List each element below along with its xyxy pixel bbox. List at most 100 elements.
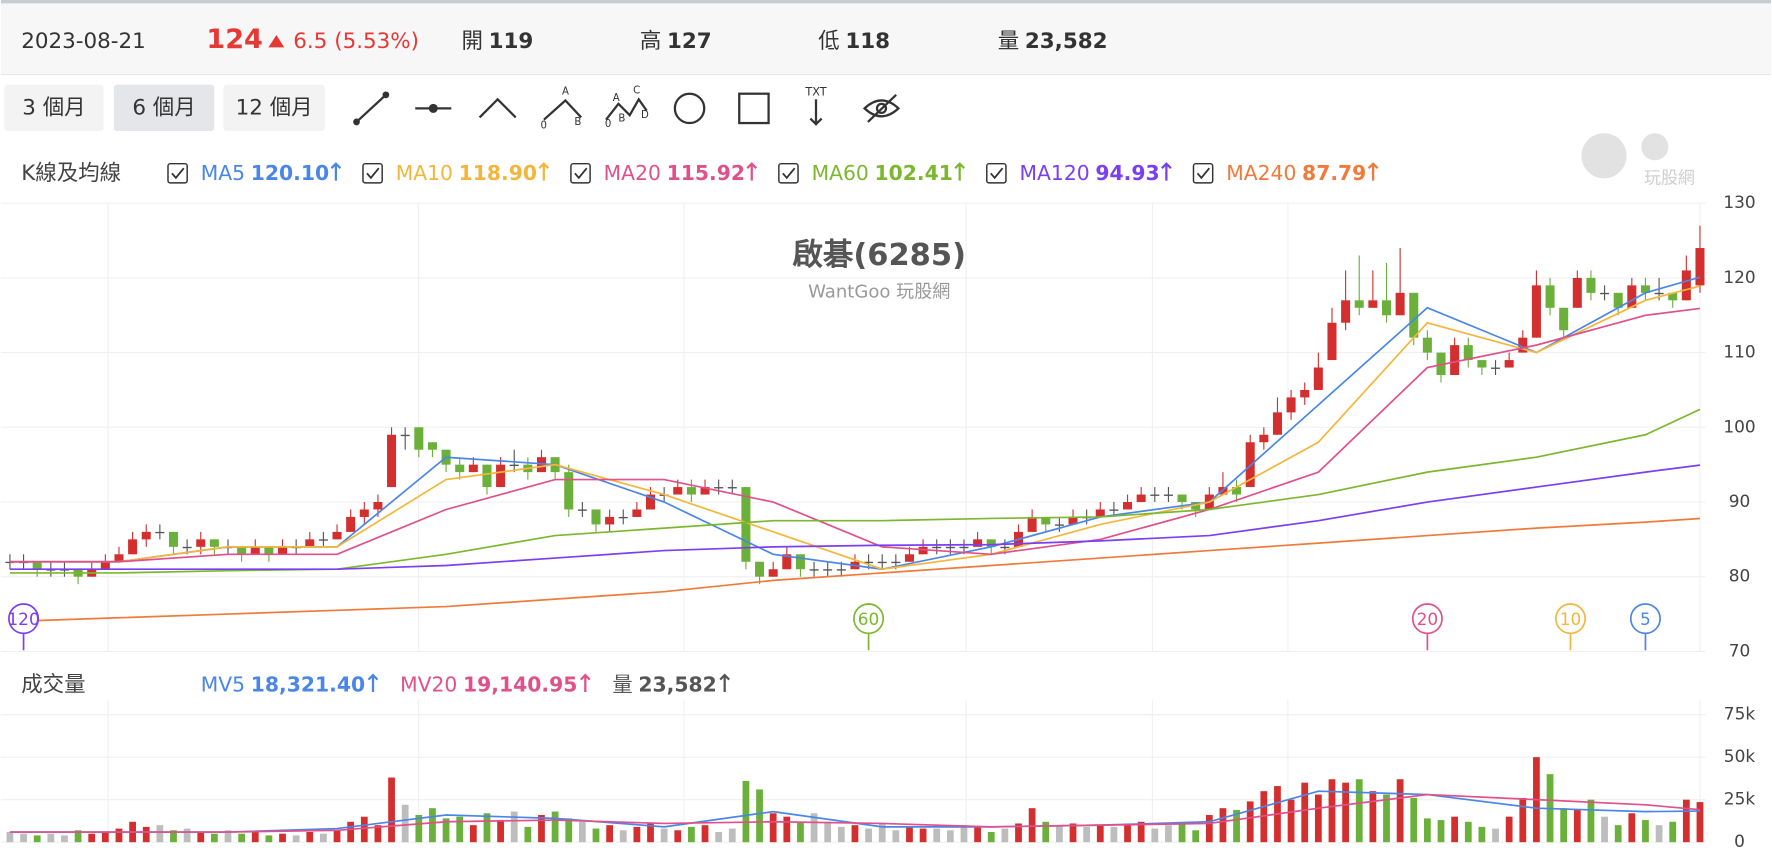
volume-bar	[1437, 820, 1445, 843]
legend-checkbox[interactable]	[362, 162, 383, 184]
candle-body	[795, 554, 805, 570]
candle-body	[318, 539, 328, 541]
volume-bar	[251, 831, 259, 843]
volume-bar	[279, 833, 286, 843]
hide-tool[interactable]	[862, 94, 901, 123]
candle-body	[1518, 337, 1528, 353]
legend-value: 18,321.40	[251, 672, 365, 696]
marker-label: 20	[1417, 609, 1439, 629]
y-tick-label: 75k	[1724, 704, 1756, 724]
marker-circle	[1411, 603, 1443, 635]
abcd-tool[interactable]	[605, 97, 648, 121]
svg-text:B: B	[618, 114, 625, 125]
candle-body	[1422, 337, 1432, 353]
candle-body	[1327, 322, 1337, 361]
volume-bar	[1355, 779, 1363, 843]
volume-bar	[265, 835, 273, 843]
angle-tool[interactable]	[478, 97, 517, 119]
candle-body	[1095, 509, 1105, 517]
volume-bar	[415, 814, 423, 843]
price: 124	[206, 24, 263, 55]
volume-bar	[1246, 801, 1254, 843]
candle-body	[823, 569, 833, 571]
marker-label: 5	[1640, 609, 1651, 629]
y-tick-label: 25k	[1724, 789, 1756, 809]
price-plot: 70 80 90 100 110 120 130 啟碁(6285) WantGoo 玩股網 120…	[0, 161, 1756, 660]
volume-bar	[1001, 828, 1009, 843]
candle-body	[904, 554, 914, 562]
candle-body	[1627, 285, 1637, 308]
range-button-label[interactable]: 12 個月	[236, 95, 313, 120]
legend-checkbox[interactable]	[986, 162, 1007, 184]
volume-bar	[987, 831, 995, 843]
y-tick-label: 0	[1734, 831, 1745, 851]
legend-checkbox[interactable]	[778, 162, 799, 184]
svg-text:A: A	[613, 93, 620, 104]
legend-checkbox[interactable]	[167, 162, 188, 184]
candle-body	[1123, 502, 1133, 510]
volume-bar	[1505, 816, 1513, 843]
legend-name: 量	[612, 672, 632, 696]
volume-bar	[1519, 797, 1527, 843]
volume-bar	[1369, 791, 1377, 843]
volume-bar	[1124, 823, 1131, 843]
volume-bar	[524, 826, 532, 843]
volume-bar	[701, 825, 709, 843]
volume-bar	[1314, 794, 1322, 843]
candle-body	[618, 516, 628, 519]
volume-bar	[88, 833, 96, 843]
circle-tool[interactable]	[673, 92, 706, 125]
candle-body	[141, 531, 151, 540]
volume-bar	[1137, 821, 1145, 843]
range-button[interactable]	[4, 84, 104, 131]
volume-bar	[1301, 782, 1309, 843]
marker-label: 60	[858, 609, 880, 629]
candle-body	[645, 494, 656, 510]
range-button[interactable]	[113, 84, 215, 131]
range-button[interactable]	[223, 84, 325, 131]
check-mark	[782, 167, 796, 180]
candle-body	[278, 546, 288, 555]
volume-bar	[456, 816, 464, 843]
hline-tool[interactable]	[415, 103, 452, 113]
stat-label: 量	[998, 29, 1019, 54]
legend-checkbox[interactable]	[1192, 162, 1214, 184]
candle-body	[1545, 285, 1555, 308]
candle-body	[564, 472, 574, 510]
candle-body	[932, 546, 942, 549]
volume-bar	[429, 808, 436, 843]
volume-bar	[1056, 825, 1063, 843]
volume-bar	[592, 828, 600, 843]
range-button-label[interactable]: 6 個月	[132, 95, 195, 120]
volume-bar	[61, 835, 68, 843]
candle-body	[182, 546, 192, 549]
candle-body	[509, 464, 519, 467]
candle-body	[891, 561, 901, 564]
volume-bar	[960, 825, 968, 843]
range-button-label[interactable]: 3 個月	[22, 95, 85, 120]
candle-body	[1572, 277, 1582, 308]
up-arrow	[746, 162, 758, 181]
volume-bar	[20, 833, 27, 843]
candle-body	[809, 569, 819, 571]
up-arrow	[367, 673, 379, 693]
candle-body	[468, 464, 478, 473]
legend-checkbox[interactable]	[570, 162, 591, 184]
check-mark	[366, 167, 380, 180]
volume-bar	[865, 828, 872, 843]
line-tool[interactable]	[353, 91, 390, 126]
toolbar: 3 個月 6 個月 12 個月	[4, 84, 325, 131]
svg-text:B: B	[574, 117, 581, 128]
text-tool[interactable]	[809, 99, 823, 126]
check-mark	[1196, 167, 1210, 180]
abc-tool[interactable]	[543, 98, 583, 121]
volume-bar	[224, 830, 232, 843]
rect-tool[interactable]	[738, 92, 770, 125]
volume-bar	[1342, 782, 1349, 843]
volume-bar	[101, 831, 109, 843]
candle-body	[1341, 300, 1351, 323]
candle-body	[1191, 502, 1201, 510]
volume-bar	[388, 777, 395, 843]
candle-body	[768, 569, 778, 577]
